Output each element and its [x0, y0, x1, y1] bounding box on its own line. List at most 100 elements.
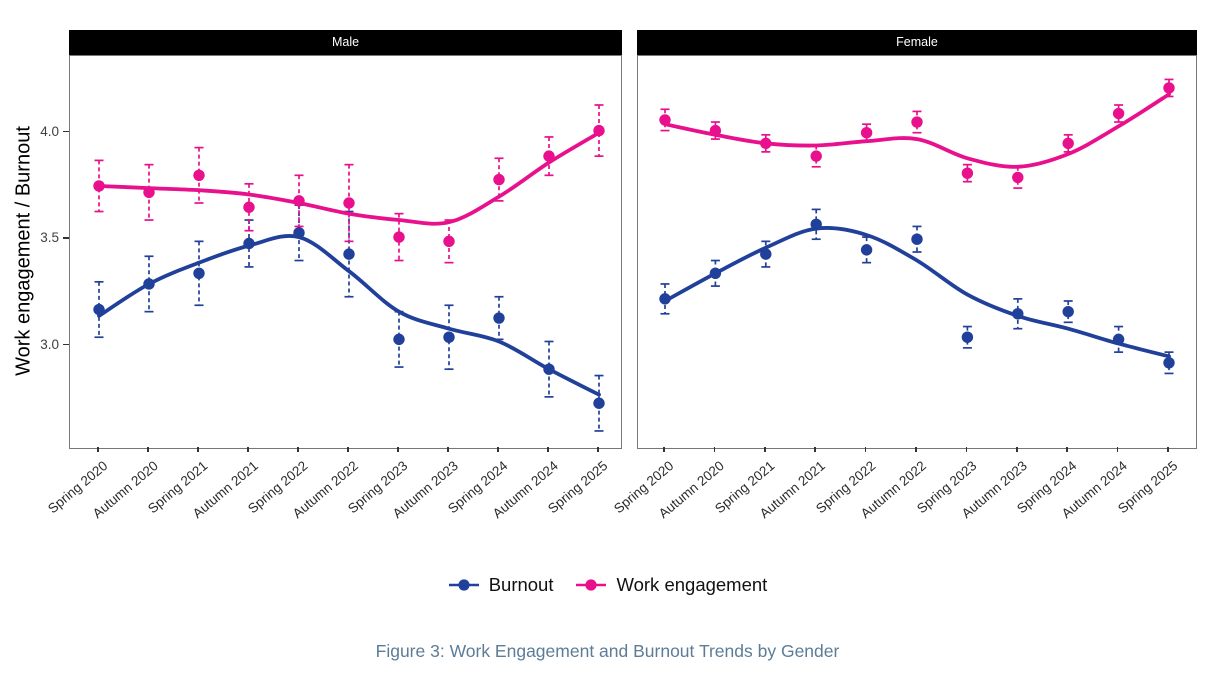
- x-tick: [1016, 447, 1018, 452]
- data-point-burnout: [343, 248, 355, 260]
- data-point-work-engagement: [343, 197, 355, 209]
- data-point-burnout: [961, 331, 974, 343]
- trend-line-work-engagement: [663, 92, 1171, 169]
- error-bar: [94, 159, 104, 213]
- data-point-burnout: [493, 312, 505, 324]
- x-tick: [197, 447, 199, 452]
- data-point-work-engagement: [543, 150, 555, 162]
- error-bar: [710, 259, 720, 287]
- x-tick: [97, 447, 99, 452]
- data-point-burnout: [393, 333, 405, 346]
- error-bar: [1114, 325, 1124, 353]
- error-bar: [294, 174, 304, 228]
- data-point-burnout: [593, 397, 605, 409]
- data-point-work-engagement: [443, 235, 455, 248]
- y-axis-label: 4.0: [40, 123, 59, 139]
- data-point-burnout: [1062, 305, 1074, 318]
- data-point-work-engagement: [193, 169, 205, 182]
- error-bar: [144, 163, 154, 221]
- data-point-burnout: [193, 267, 205, 280]
- error-bar: [94, 280, 104, 339]
- error-bar: [594, 104, 604, 157]
- chart-svg-male: [93, 104, 605, 432]
- plot-area-female: [637, 55, 1197, 449]
- x-tick: [347, 447, 349, 452]
- burnout-key-icon: [448, 579, 479, 591]
- y-axis-label: 3.5: [40, 230, 59, 246]
- data-point-work-engagement: [593, 124, 605, 137]
- x-tick: [297, 447, 299, 452]
- y-tick: [63, 237, 69, 239]
- error-bar: [544, 340, 554, 398]
- data-point-work-engagement: [659, 114, 671, 126]
- facet-panel-female: Female: [637, 30, 1197, 449]
- error-bar: [544, 136, 554, 177]
- data-point-work-engagement: [1012, 171, 1024, 184]
- work-engagement-key-icon: [576, 579, 607, 591]
- data-point-work-engagement: [1163, 82, 1175, 94]
- error-bar: [912, 225, 922, 253]
- data-point-work-engagement: [493, 173, 505, 186]
- x-tick: [1167, 447, 1169, 452]
- data-point-work-engagement: [1112, 107, 1125, 120]
- facet-strip-male: Male: [69, 30, 622, 55]
- data-point-burnout: [543, 363, 555, 375]
- x-tick: [864, 447, 867, 452]
- facet-panel-male: Male: [69, 30, 622, 449]
- trend-line-burnout: [97, 234, 601, 397]
- data-point-work-engagement: [961, 167, 974, 179]
- x-tick: [547, 447, 549, 452]
- x-tick: [764, 447, 766, 452]
- data-point-work-engagement: [93, 180, 105, 192]
- data-point-burnout: [709, 267, 722, 280]
- data-point-burnout: [143, 278, 155, 290]
- figure-caption: Figure 3: Work Engagement and Burnout Tr…: [375, 641, 840, 661]
- data-point-burnout: [810, 218, 822, 231]
- error-bar: [194, 146, 204, 204]
- data-point-work-engagement: [243, 201, 255, 213]
- data-point-work-engagement: [911, 116, 923, 128]
- data-point-burnout: [1112, 333, 1125, 346]
- data-point-work-engagement: [393, 231, 405, 243]
- data-point-burnout: [860, 244, 873, 256]
- x-tick: [965, 447, 968, 452]
- data-point-burnout: [760, 248, 772, 260]
- error-bar: [594, 374, 604, 432]
- legend-item-burnout: Burnout: [448, 574, 554, 596]
- data-point-work-engagement: [709, 124, 722, 137]
- legend-label-work-engagement: Work engagement: [616, 574, 768, 595]
- trend-line-work-engagement: [97, 130, 601, 226]
- x-tick: [147, 447, 149, 452]
- x-tick: [915, 447, 917, 452]
- legend-label-burnout: Burnout: [488, 574, 554, 595]
- x-tick: [713, 447, 716, 452]
- data-point-work-engagement: [1062, 137, 1074, 150]
- x-tick: [814, 447, 816, 452]
- plot-area-male: [69, 55, 622, 449]
- x-tick: [597, 447, 599, 452]
- y-tick: [63, 130, 69, 133]
- x-tick: [447, 447, 449, 452]
- x-tick: [397, 447, 399, 452]
- x-tick: [497, 447, 499, 452]
- error-bar: [144, 255, 154, 313]
- y-tick: [63, 343, 69, 346]
- data-point-burnout: [293, 227, 305, 239]
- data-point-burnout: [1012, 308, 1024, 320]
- trend-line-burnout: [663, 226, 1171, 359]
- facet-strip-female: Female: [637, 30, 1197, 55]
- data-point-burnout: [93, 303, 105, 316]
- y-axis-label: 3.0: [40, 336, 59, 352]
- data-point-work-engagement: [143, 186, 155, 199]
- data-point-work-engagement: [760, 137, 772, 150]
- data-point-work-engagement: [860, 126, 873, 139]
- x-tick: [1066, 447, 1068, 452]
- legend-item-work-engagement: Work engagement: [575, 574, 767, 596]
- data-point-work-engagement: [810, 150, 822, 162]
- data-point-work-engagement: [293, 195, 305, 207]
- data-point-burnout: [911, 233, 923, 245]
- data-point-burnout: [243, 237, 255, 250]
- x-tick: [1116, 447, 1119, 452]
- chart-svg-female: [659, 78, 1175, 375]
